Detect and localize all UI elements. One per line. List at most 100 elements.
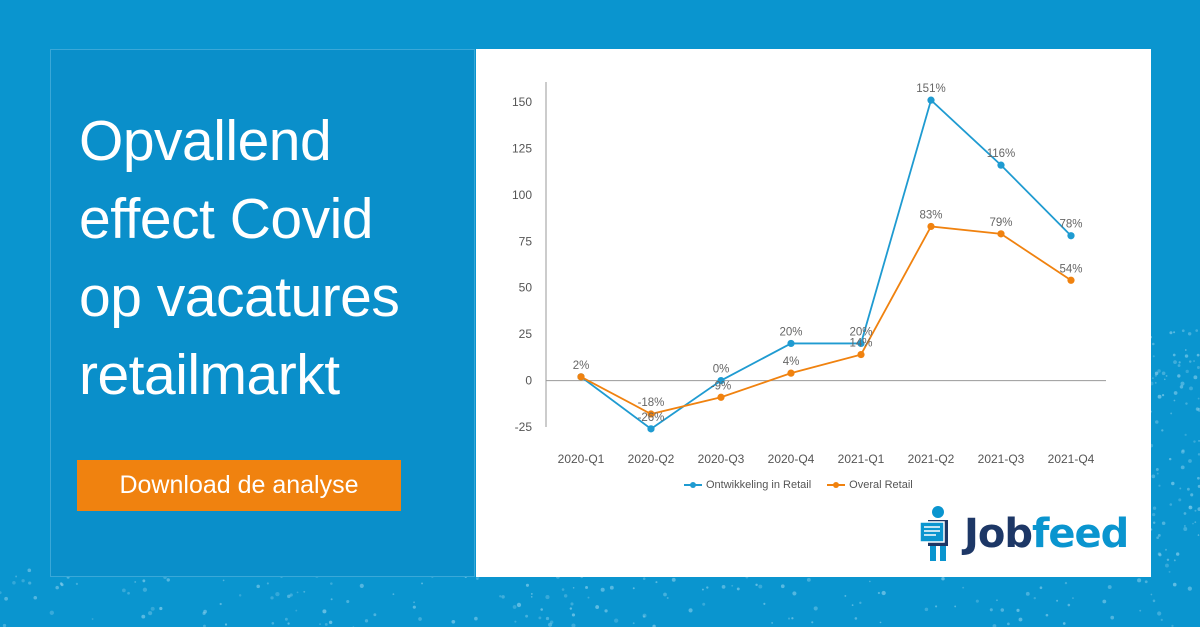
x-tick-label: 2021-Q2 bbox=[908, 452, 955, 466]
background-dot bbox=[632, 587, 635, 590]
series-1-point bbox=[647, 410, 655, 418]
background-dot bbox=[1000, 608, 1005, 612]
background-dot bbox=[322, 609, 327, 614]
series-1-data-label: 83% bbox=[919, 209, 942, 221]
jobfeed-logo: Jobfeed bbox=[918, 505, 1129, 563]
background-dot bbox=[4, 596, 8, 601]
background-dot bbox=[1007, 622, 1010, 626]
background-dot bbox=[1185, 369, 1189, 374]
background-dot bbox=[256, 584, 260, 589]
background-dot bbox=[755, 583, 758, 587]
background-dot bbox=[1197, 397, 1200, 400]
background-dot bbox=[330, 598, 333, 601]
background-dot bbox=[0, 591, 2, 595]
background-dot bbox=[1180, 449, 1185, 454]
background-dot bbox=[1161, 371, 1166, 376]
background-dot bbox=[571, 613, 576, 617]
background-dot bbox=[1160, 618, 1163, 621]
background-dot bbox=[501, 595, 505, 599]
background-dot bbox=[59, 582, 63, 585]
background-dot bbox=[1156, 472, 1159, 475]
background-dot bbox=[1161, 429, 1164, 432]
legend-swatch-retail-dev bbox=[684, 480, 702, 490]
background-dot bbox=[49, 610, 54, 615]
series-0-data-label: 151% bbox=[916, 83, 945, 95]
background-dot bbox=[12, 581, 16, 585]
background-dot bbox=[702, 602, 706, 606]
background-dot bbox=[284, 617, 288, 621]
background-dot bbox=[1157, 369, 1161, 373]
series-1-data-label: -18% bbox=[638, 397, 665, 409]
background-dot bbox=[1156, 536, 1159, 540]
background-dot bbox=[238, 594, 242, 597]
series-1-point bbox=[787, 369, 795, 377]
background-dot bbox=[1062, 622, 1066, 625]
background-dot bbox=[1157, 552, 1162, 556]
background-dot bbox=[806, 577, 811, 582]
series-0-data-label: 78% bbox=[1059, 219, 1082, 231]
background-dot bbox=[1150, 593, 1153, 596]
background-dot bbox=[595, 605, 600, 609]
background-dot bbox=[935, 605, 938, 608]
chart-card: 150 125 100 75 50 25 0 -25 2020-Q1 2020-Q2 2020-Q3… bbox=[476, 49, 1151, 577]
background-dot bbox=[134, 581, 137, 583]
background-dot bbox=[924, 607, 929, 612]
background-dot bbox=[545, 616, 550, 621]
background-dot bbox=[328, 620, 333, 625]
y-tick-label: -25 bbox=[515, 420, 533, 434]
background-dot bbox=[545, 595, 550, 600]
series-0-data-label: 20% bbox=[779, 326, 802, 338]
background-dot bbox=[1152, 506, 1157, 510]
legend-label-retail-dev: Ontwikkeling in Retail bbox=[706, 479, 812, 491]
series-0-data-label: -26% bbox=[638, 412, 665, 424]
background-dot bbox=[319, 623, 321, 625]
background-dot bbox=[1161, 521, 1166, 526]
background-dot bbox=[1152, 521, 1156, 525]
background-dot bbox=[1189, 386, 1193, 391]
background-dot bbox=[514, 620, 517, 623]
background-dot bbox=[859, 601, 862, 605]
logo-text-part2: feed bbox=[1032, 511, 1129, 557]
series-1-data-label: 4% bbox=[783, 356, 800, 368]
background-dot bbox=[141, 614, 146, 619]
background-dot bbox=[21, 579, 25, 583]
y-tick-label: 125 bbox=[512, 141, 532, 155]
background-dot bbox=[1181, 449, 1185, 453]
background-dot bbox=[525, 583, 530, 587]
line-chart: 150 125 100 75 50 25 0 -25 2020-Q1 2020-Q2 2020-Q3… bbox=[512, 82, 1106, 466]
background-dot bbox=[364, 619, 369, 623]
background-dot bbox=[585, 586, 589, 589]
background-dot bbox=[1064, 581, 1068, 585]
background-dot bbox=[1194, 521, 1197, 524]
background-dot bbox=[1025, 591, 1030, 596]
background-dot bbox=[2, 623, 7, 627]
y-tick-label: 25 bbox=[519, 327, 533, 341]
background-dot bbox=[1045, 613, 1049, 617]
background-dot bbox=[219, 602, 222, 606]
series-0-point bbox=[997, 161, 1005, 169]
legend-swatch-overall bbox=[827, 480, 846, 490]
background-dot bbox=[1196, 366, 1200, 370]
background-dot bbox=[632, 622, 635, 625]
background-dot bbox=[1039, 586, 1043, 590]
background-dot bbox=[159, 606, 163, 611]
download-analysis-button[interactable]: Download de analyse bbox=[77, 460, 401, 511]
background-dot bbox=[1152, 355, 1155, 358]
background-dot bbox=[1152, 342, 1155, 346]
background-dot bbox=[663, 592, 667, 597]
legend-item-retail-dev: Ontwikkeling in Retail bbox=[684, 479, 811, 491]
headline-line-1: Opvallend bbox=[79, 109, 332, 173]
series-1-data-label: -9% bbox=[711, 380, 731, 392]
background-dot bbox=[1107, 585, 1112, 589]
background-dot bbox=[295, 609, 298, 612]
background-dot bbox=[996, 599, 998, 602]
background-dot bbox=[992, 624, 997, 627]
background-dot bbox=[1180, 465, 1185, 470]
background-dot bbox=[1184, 433, 1187, 436]
background-dot bbox=[854, 617, 858, 620]
headline: Opvallend effect Covid op vacatures reta… bbox=[79, 102, 459, 414]
background-dot bbox=[1154, 371, 1159, 376]
background-dot bbox=[652, 624, 656, 627]
background-dot bbox=[851, 604, 854, 607]
background-dot bbox=[1187, 332, 1192, 336]
